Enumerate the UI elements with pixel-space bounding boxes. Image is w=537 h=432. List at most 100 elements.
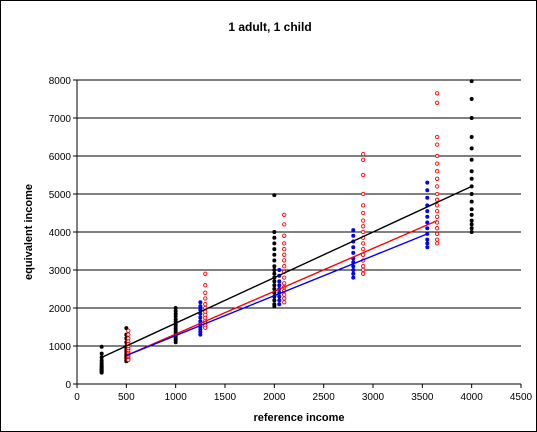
data-point [272,264,277,269]
data-point [282,258,287,263]
y-tick-label: 4000 [49,228,72,239]
data-point [360,267,366,273]
data-point [434,191,440,197]
data-point [351,233,356,238]
y-tick-label: 7000 [49,114,72,125]
data-point [434,226,440,231]
data-point [277,298,282,303]
x-tick-label: 3000 [362,392,385,403]
data-point [469,222,474,227]
x-tick-label: 2500 [313,392,336,403]
data-point [272,271,277,276]
data-point [277,267,282,272]
data-point [99,351,104,356]
data-point [272,193,277,198]
data-point [272,247,277,252]
data-point [360,191,366,197]
data-point [434,169,440,174]
data-point [277,294,282,299]
data-point [282,292,287,297]
data-point [434,203,440,208]
chart-title: 1 adult, 1 child [228,20,311,34]
data-point [198,304,203,309]
x-tick-label: 500 [118,392,135,403]
data-point [425,226,430,231]
x-tick-label: 0 [74,392,80,403]
data-point [282,252,287,257]
data-point [360,229,366,235]
data-point [198,332,203,337]
x-tick-label: 3500 [411,392,434,403]
data-point [203,296,208,301]
data-point [434,161,440,166]
data-point [277,283,282,288]
data-point [469,176,474,181]
data-point [282,233,287,238]
x-tick-label: 4500 [510,392,533,403]
data-point [469,230,474,235]
data-point [282,222,287,227]
data-point [434,214,440,219]
data-point [425,245,430,250]
data-point [198,315,203,320]
data-point [360,172,366,178]
data-point [282,281,287,286]
data-point [282,264,287,269]
data-point [425,237,430,242]
x-tick-label: 1500 [214,392,237,403]
x-tick-label: 4000 [461,392,484,403]
data-point [360,151,366,157]
data-point [469,146,474,151]
data-point [203,325,208,330]
data-point [360,224,366,229]
data-point [272,258,277,263]
y-tick-label: 2000 [49,304,72,315]
x-tick-label: 2000 [263,392,286,403]
data-point [434,231,440,237]
data-point [469,116,474,121]
data-point [434,208,440,214]
data-point [469,226,474,231]
data-point [434,237,440,242]
data-point [360,264,366,269]
data-point [469,199,474,204]
data-point [425,209,430,214]
data-point [434,241,440,246]
data-point [469,169,474,174]
data-point [469,157,474,162]
data-point [126,357,131,363]
data-point [434,142,440,147]
data-point [360,246,366,252]
data-point [272,279,277,284]
data-point [425,214,430,219]
data-point [469,212,474,217]
data-point [360,203,366,208]
data-point [469,79,474,84]
data-point [272,252,277,257]
data-point [282,241,287,246]
y-tick-label: 8000 [49,76,72,87]
data-point [272,241,277,246]
data-point [425,241,430,246]
data-point [425,180,430,185]
y-axis-title: equivalent income [23,184,35,280]
x-tick-label: 1000 [165,392,188,403]
data-point [360,157,366,162]
data-point [360,218,366,223]
trend-line [126,219,438,357]
x-axis-title: reference income [253,412,344,424]
data-point [469,97,474,102]
data-point [272,267,277,272]
data-point [360,210,366,216]
data-point [277,302,282,307]
data-point [203,290,208,295]
data-point [282,296,287,301]
y-tick-label: 5000 [49,190,72,201]
data-point [203,283,208,288]
data-point [173,340,178,345]
data-point [203,302,208,307]
y-tick-label: 3000 [49,266,72,277]
data-point [282,275,287,280]
x-axis-ticks: 0 500 1000 1500 2000 2500 3000 3500 4000 4500 [74,384,533,403]
